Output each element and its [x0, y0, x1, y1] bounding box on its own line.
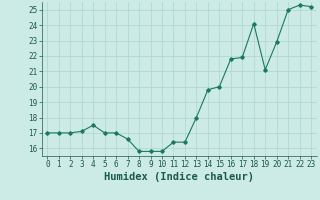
- X-axis label: Humidex (Indice chaleur): Humidex (Indice chaleur): [104, 172, 254, 182]
